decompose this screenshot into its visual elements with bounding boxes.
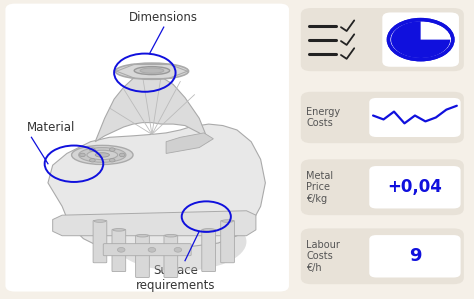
FancyBboxPatch shape	[301, 8, 464, 71]
Text: Energy
Costs: Energy Costs	[307, 107, 341, 128]
Text: 9: 9	[409, 247, 421, 265]
FancyBboxPatch shape	[164, 235, 178, 277]
FancyBboxPatch shape	[369, 235, 461, 277]
Ellipse shape	[115, 63, 189, 79]
Ellipse shape	[72, 145, 133, 164]
Circle shape	[90, 158, 95, 162]
Circle shape	[80, 153, 85, 157]
Text: +0,04: +0,04	[388, 178, 442, 196]
Ellipse shape	[165, 234, 177, 237]
FancyBboxPatch shape	[5, 4, 289, 292]
Ellipse shape	[87, 150, 118, 160]
FancyBboxPatch shape	[383, 13, 459, 67]
FancyBboxPatch shape	[369, 166, 461, 208]
Ellipse shape	[95, 153, 109, 157]
Circle shape	[109, 148, 115, 151]
FancyBboxPatch shape	[202, 229, 216, 271]
FancyBboxPatch shape	[221, 220, 235, 263]
Ellipse shape	[94, 220, 106, 222]
Polygon shape	[48, 124, 265, 249]
Circle shape	[148, 248, 156, 252]
FancyBboxPatch shape	[369, 98, 461, 137]
FancyBboxPatch shape	[93, 220, 107, 263]
Ellipse shape	[137, 234, 148, 237]
Wedge shape	[391, 21, 450, 58]
FancyBboxPatch shape	[301, 228, 464, 284]
Text: Metal
Price
€/kg: Metal Price €/kg	[307, 171, 334, 204]
Ellipse shape	[203, 228, 215, 231]
FancyBboxPatch shape	[112, 229, 126, 271]
FancyBboxPatch shape	[103, 244, 191, 256]
Ellipse shape	[113, 228, 125, 231]
Polygon shape	[95, 73, 209, 142]
Circle shape	[90, 148, 95, 151]
Polygon shape	[166, 133, 213, 153]
FancyBboxPatch shape	[301, 159, 464, 215]
FancyBboxPatch shape	[301, 92, 464, 143]
Circle shape	[174, 248, 182, 252]
Circle shape	[109, 158, 115, 162]
Ellipse shape	[140, 68, 164, 73]
Circle shape	[389, 20, 453, 60]
Ellipse shape	[134, 67, 170, 74]
Polygon shape	[53, 211, 256, 236]
Text: Surface
requirements: Surface requirements	[136, 264, 215, 292]
Ellipse shape	[114, 212, 246, 271]
Circle shape	[118, 248, 125, 252]
Text: Material: Material	[27, 121, 75, 134]
Text: Labour
Costs
€/h: Labour Costs €/h	[307, 240, 340, 273]
Circle shape	[119, 153, 125, 157]
FancyBboxPatch shape	[136, 235, 149, 277]
Text: Dimensions: Dimensions	[129, 11, 198, 24]
Ellipse shape	[79, 148, 126, 162]
Ellipse shape	[222, 220, 234, 222]
